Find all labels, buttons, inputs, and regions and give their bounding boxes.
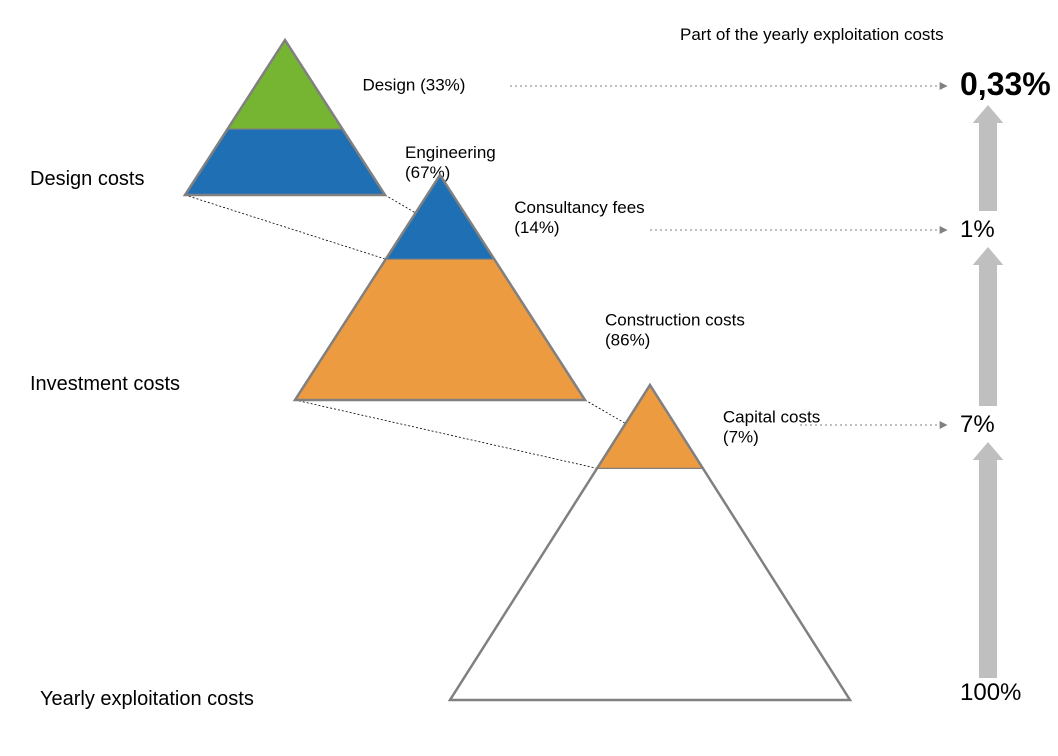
segment-exploitation-0 bbox=[597, 385, 703, 468]
segment-exploitation-1 bbox=[450, 468, 850, 700]
segment-investment-1 bbox=[295, 259, 585, 400]
segment-label-sub: (7%) bbox=[723, 428, 759, 447]
segment-label: Capital costs bbox=[723, 408, 820, 427]
up-arrow-shaft bbox=[979, 460, 997, 678]
cost-breakdown-diagram: Design costsDesign (33%)Engineering(67%)… bbox=[0, 0, 1058, 756]
zoom-line bbox=[185, 195, 386, 259]
pct-value: 100% bbox=[960, 679, 1021, 706]
pct-value: 0,33% bbox=[960, 66, 1051, 102]
category-label-exploitation: Yearly exploitation costs bbox=[40, 688, 254, 710]
zoom-line bbox=[295, 400, 597, 468]
segment-label: Design (33%) bbox=[362, 76, 465, 95]
segment-label: Construction costs bbox=[605, 311, 745, 330]
header: Part of the yearly exploitation costs bbox=[680, 25, 944, 44]
segment-label-sub: (14%) bbox=[514, 218, 559, 237]
segment-label: Consultancy fees bbox=[514, 198, 644, 217]
up-arrow-head bbox=[973, 247, 1004, 265]
segment-design-0 bbox=[228, 40, 343, 129]
up-arrow-head bbox=[973, 442, 1004, 460]
triangle-design: Design costsDesign (33%)Engineering(67%) bbox=[30, 40, 496, 195]
category-label-investment: Investment costs bbox=[30, 373, 180, 395]
up-arrow-head bbox=[973, 105, 1004, 123]
segment-label: Engineering bbox=[405, 143, 496, 162]
segment-investment-0 bbox=[386, 175, 495, 259]
segment-label-sub: (86%) bbox=[605, 331, 650, 350]
segment-design-1 bbox=[185, 129, 385, 195]
up-arrow-shaft bbox=[979, 265, 997, 406]
category-label-design: Design costs bbox=[30, 168, 145, 190]
up-arrow-shaft bbox=[979, 123, 997, 211]
pct-value: 1% bbox=[960, 216, 995, 243]
triangle-investment: Investment costs Consultancy fees(14%) Con… bbox=[30, 175, 745, 400]
pct-value: 7% bbox=[960, 411, 995, 438]
